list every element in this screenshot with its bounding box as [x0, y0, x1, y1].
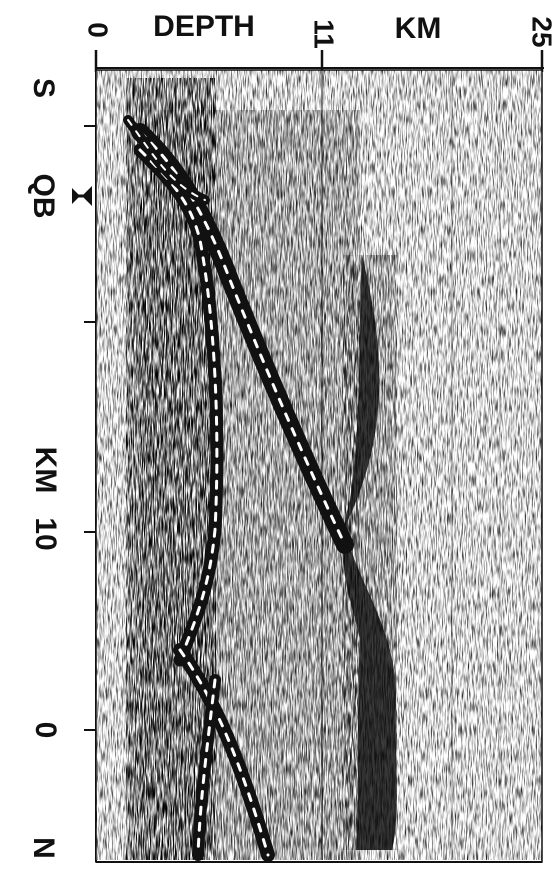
distance-tick-0-label: 0: [29, 722, 62, 739]
seismic-image: [96, 70, 542, 860]
south-end-label: S: [27, 78, 60, 98]
distance-axis: S QB KM 10 0 N: [27, 70, 98, 862]
qb-marker-label: QB: [27, 174, 60, 219]
distance-tick-10-label: 10: [29, 517, 62, 550]
depth-tick-11-label: 11: [309, 19, 340, 49]
interpreted-reflectors: [123, 115, 354, 862]
depth-axis-title: DEPTH: [153, 10, 255, 43]
depth-axis-unit: KM: [395, 12, 442, 45]
north-end-label: N: [27, 837, 60, 859]
depth-tick-25-label: 25: [527, 16, 557, 47]
depth-axis: 0 DEPTH 11 KM 25: [83, 10, 557, 72]
depth-tick-0-label: 0: [83, 22, 114, 38]
qb-arrow-icon: [72, 186, 92, 206]
distance-unit-label: KM: [29, 447, 62, 494]
